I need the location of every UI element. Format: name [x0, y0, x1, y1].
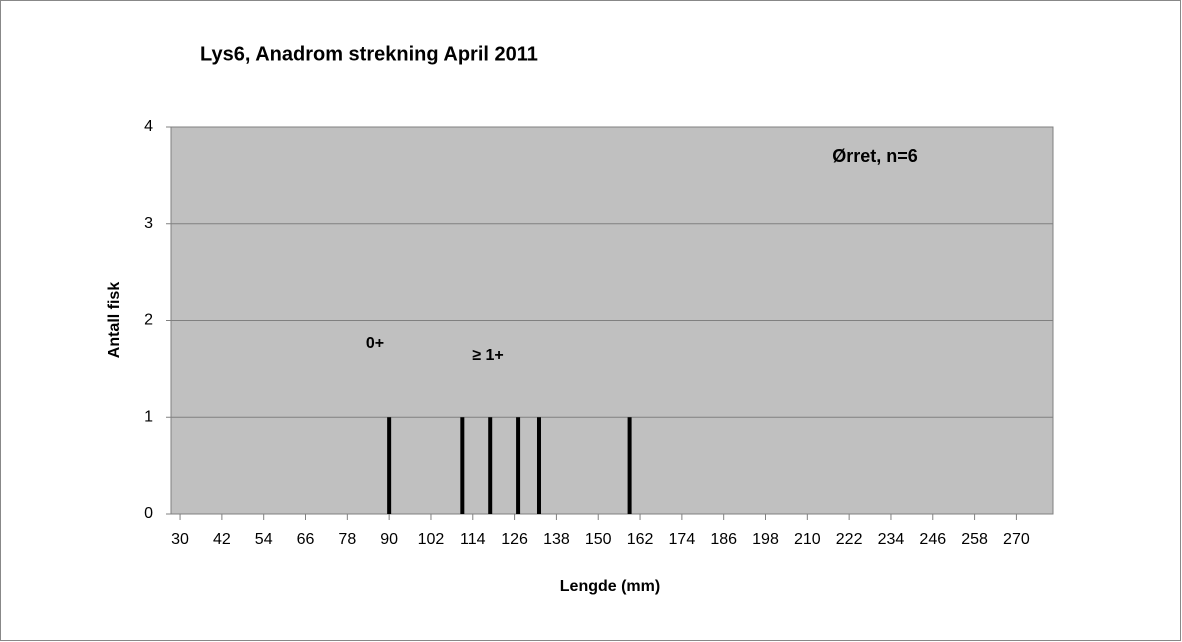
x-tick-label: 258	[961, 531, 988, 548]
x-tick-label: 90	[380, 531, 398, 548]
x-tick-label: 102	[418, 531, 445, 548]
x-tick-label: 138	[543, 531, 570, 548]
y-tick-label: 3	[144, 215, 153, 232]
x-tick-label: 78	[338, 531, 356, 548]
x-tick-label: 30	[171, 531, 189, 548]
x-tick-label: 66	[297, 531, 315, 548]
x-tick-label: 246	[919, 531, 946, 548]
x-axis-label: Lengde (mm)	[560, 578, 660, 595]
y-tick-label: 4	[144, 118, 153, 135]
x-tick-label: 210	[794, 531, 821, 548]
bar	[516, 417, 521, 514]
x-tick-label: 174	[669, 531, 696, 548]
x-tick-label: 150	[585, 531, 612, 548]
y-tick-label: 0	[144, 505, 153, 522]
x-tick-label: 198	[752, 531, 779, 548]
x-tick-label: 42	[213, 531, 231, 548]
bar	[627, 417, 632, 514]
x-tick-label: 54	[255, 531, 273, 548]
bar	[460, 417, 465, 514]
x-tick-label: 114	[460, 531, 486, 548]
y-axis-label: Antall fisk	[106, 282, 123, 359]
x-tick-label: 162	[627, 531, 654, 548]
annotation: 0+	[366, 335, 384, 352]
x-tick-label: 186	[710, 531, 737, 548]
bar	[387, 417, 392, 514]
annotation: ≥ 1+	[472, 347, 503, 364]
x-tick-label: 222	[836, 531, 863, 548]
x-tick-label: 234	[878, 531, 905, 548]
chart-title: Lys6, Anadrom strekning April 2011	[200, 43, 538, 65]
bar	[488, 417, 493, 514]
annotation: Ørret, n=6	[832, 146, 918, 166]
y-tick-label: 2	[144, 312, 153, 329]
bar	[536, 417, 541, 514]
x-tick-label: 126	[501, 531, 528, 548]
x-tick-label: 270	[1003, 531, 1030, 548]
y-tick-label: 1	[144, 408, 153, 425]
